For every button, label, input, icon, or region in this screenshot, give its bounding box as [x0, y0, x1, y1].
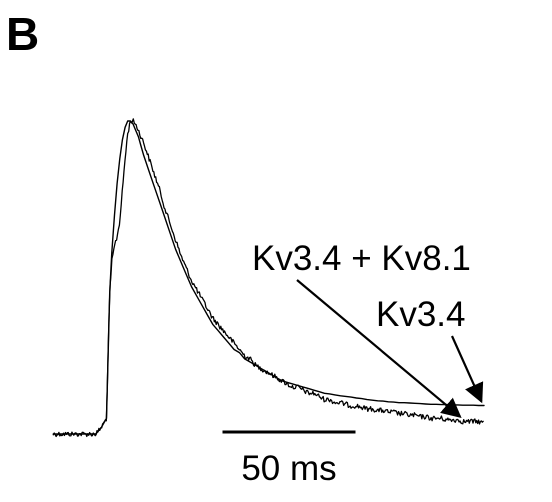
- annotation-arrow-kv34-kv81: [296, 279, 462, 418]
- annotation-label-kv34-kv81: Kv3.4 + Kv8.1: [252, 239, 471, 278]
- plot-area: [52, 118, 485, 438]
- annotation-kv34-kv81: Kv3.4 + Kv8.1: [252, 239, 471, 418]
- series-line-kv34: [52, 120, 485, 435]
- series-line-kv34-kv81: [52, 118, 484, 438]
- scale-bar-label: 50 ms: [241, 449, 336, 488]
- time-scale-bar: 50 ms: [222, 430, 356, 488]
- annotation-label-kv34: Kv3.4: [376, 295, 466, 334]
- annotation-arrow-kv34: [450, 335, 484, 404]
- annotation-kv34: Kv3.4: [376, 295, 484, 404]
- panel-letter: B: [6, 8, 39, 60]
